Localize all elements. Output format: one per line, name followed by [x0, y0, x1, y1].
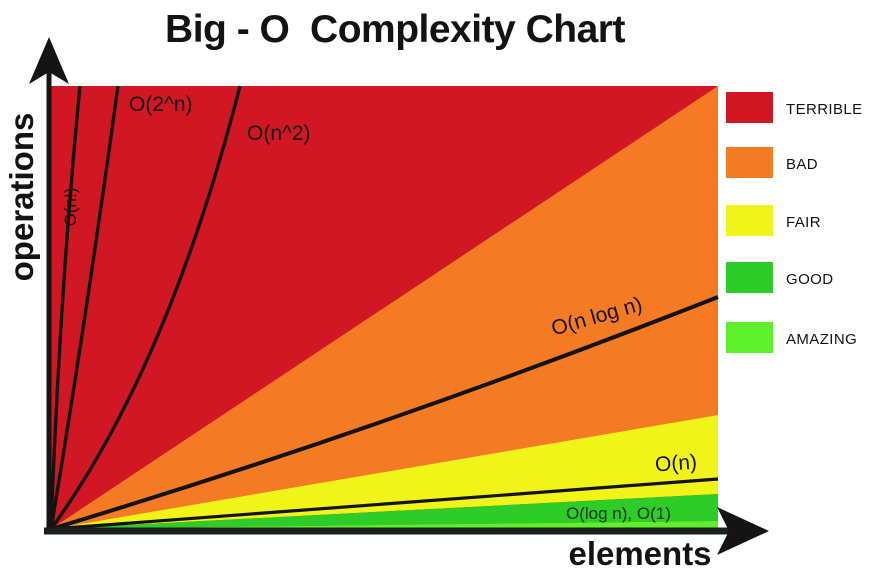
legend-item-terrible: TERRIBLE	[726, 92, 863, 123]
legend-swatch-amazing	[726, 322, 773, 353]
curve-o-n	[50, 477, 719, 531]
legend-item-amazing: AMAZING	[726, 322, 857, 353]
region-bad	[51, 86, 718, 529]
label-o-n-factorial: O(n!)	[61, 187, 80, 227]
legend-label-amazing: AMAZING	[786, 331, 858, 348]
label-o-n: O(n)	[654, 450, 698, 477]
label-o-log-n-o-1: O(log n), O(1)	[566, 504, 671, 523]
legend-item-bad: BAD	[726, 147, 818, 178]
legend-swatch-bad	[726, 147, 773, 178]
y-axis-arrowhead-icon	[29, 37, 69, 84]
legend-swatch-terrible	[726, 92, 773, 123]
region-amazing	[51, 521, 718, 529]
legend-label-fair: FAIR	[786, 214, 821, 231]
y-axis-label: operations	[3, 112, 40, 282]
legend-swatch-good	[726, 262, 773, 293]
legend-swatch-fair	[726, 205, 773, 236]
curve-o-2-pow-n	[49, 85, 120, 530]
legend-label-good: GOOD	[786, 271, 834, 288]
x-axis-arrowhead-icon	[717, 507, 769, 555]
label-o-2-pow-n: O(2^n)	[129, 93, 193, 116]
x-axis-label: elements	[568, 535, 712, 572]
curve-o-n-log-n	[50, 295, 719, 531]
legend-label-terrible: TERRIBLE	[786, 101, 863, 118]
curve-o-n-squared	[49, 85, 242, 530]
label-o-n-squared: O(n^2)	[247, 122, 311, 145]
legend-item-fair: FAIR	[726, 205, 821, 236]
legend-item-good: GOOD	[726, 262, 833, 293]
legend-label-bad: BAD	[786, 156, 819, 173]
chart-title: Big - O Complexity Chart	[165, 8, 625, 51]
curve-o-n-factorial	[49, 85, 82, 530]
region-good	[51, 494, 718, 529]
region-fair	[51, 415, 718, 529]
